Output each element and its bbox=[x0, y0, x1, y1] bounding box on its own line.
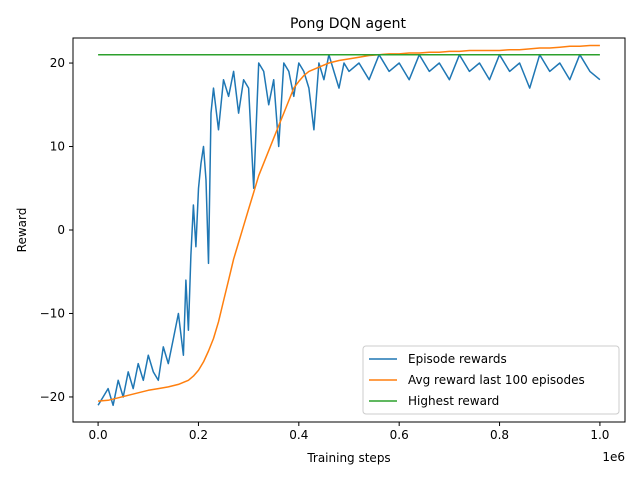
y-tick-label: 10 bbox=[50, 140, 65, 154]
legend-box bbox=[362, 345, 620, 415]
x-tick-label: 0.6 bbox=[390, 428, 409, 442]
y-tick-label: −20 bbox=[40, 390, 65, 404]
y-axis: −20 −10 0 10 20 bbox=[40, 56, 73, 404]
x-tick-label: 1.0 bbox=[590, 428, 609, 442]
x-tick-label: 0.0 bbox=[89, 428, 108, 442]
legend: Episode rewards Avg reward last 100 episo… bbox=[362, 345, 620, 415]
series-line-1 bbox=[98, 44, 600, 402]
x-tick-label: 0.4 bbox=[289, 428, 308, 442]
x-axis-label: Training steps bbox=[306, 451, 390, 465]
y-tick-label: −10 bbox=[40, 306, 65, 320]
legend-label-0: Episode rewards bbox=[408, 352, 507, 366]
series-layer bbox=[97, 44, 601, 407]
legend-label-1: Avg reward last 100 episodes bbox=[408, 373, 585, 387]
legend-label-2: Highest reward bbox=[408, 394, 499, 408]
x-offset-label: 1e6 bbox=[602, 450, 625, 464]
y-axis-label: Reward bbox=[15, 208, 29, 253]
y-tick-label: 20 bbox=[50, 56, 65, 70]
y-tick-label: 0 bbox=[57, 223, 65, 237]
x-axis: 0.0 0.2 0.4 0.6 0.8 1.0 bbox=[89, 422, 609, 442]
x-tick-label: 0.2 bbox=[189, 428, 208, 442]
series-line-0 bbox=[97, 53, 601, 407]
x-tick-label: 0.8 bbox=[490, 428, 509, 442]
chart-title: Pong DQN agent bbox=[290, 16, 406, 32]
